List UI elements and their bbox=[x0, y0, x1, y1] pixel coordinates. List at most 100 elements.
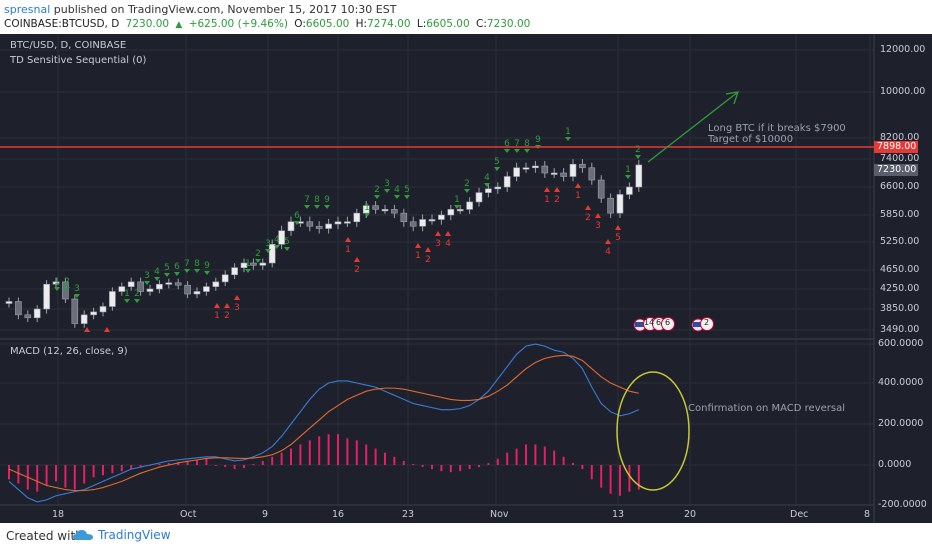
low-label: L: bbox=[416, 18, 427, 30]
td-arrow-up bbox=[214, 303, 220, 308]
td-arrow-up bbox=[445, 231, 451, 236]
candle-body bbox=[231, 267, 238, 276]
publish-line: spresnal published on TradingView.com, N… bbox=[4, 3, 396, 16]
tradingview-brand-link[interactable]: TradingView bbox=[72, 528, 171, 542]
td-arrow-down bbox=[124, 299, 130, 303]
candle-body bbox=[550, 172, 558, 175]
macd-line bbox=[8, 343, 640, 503]
close-value: 7230.00 bbox=[486, 18, 531, 30]
td-arrow-down bbox=[245, 269, 251, 273]
macd-axis-label: 600.0000 bbox=[878, 338, 924, 349]
td-count-up: 4 bbox=[274, 235, 280, 245]
td-count-up: 9 bbox=[535, 135, 541, 145]
macd-histogram bbox=[8, 434, 640, 496]
td-count-down: 3 bbox=[595, 221, 601, 231]
time-axis-label: Oct bbox=[180, 509, 197, 520]
td-count-up: 4 bbox=[154, 267, 160, 277]
td-count-up: 1 bbox=[454, 195, 460, 205]
indicator-label[interactable]: TD Sensitive Sequential (0) bbox=[10, 55, 147, 66]
td-count-up: 7 bbox=[514, 139, 520, 149]
macd-reversal-ellipse[interactable] bbox=[616, 371, 690, 491]
price-axis-label: 12000.00 bbox=[880, 44, 926, 55]
event-badges[interactable] bbox=[633, 317, 714, 332]
grid bbox=[0, 34, 874, 506]
td-arrow-up bbox=[345, 237, 351, 242]
td-arrow-down bbox=[194, 269, 200, 273]
td-count-up: 1 bbox=[245, 259, 251, 269]
td-count-up: 5 bbox=[494, 157, 500, 167]
candle-body bbox=[419, 219, 426, 227]
td-count-up: 3 bbox=[74, 284, 80, 294]
td-arrow-up bbox=[585, 205, 591, 210]
candle-body bbox=[24, 314, 32, 319]
td-count-down: 1 bbox=[415, 251, 421, 261]
td-arrow-down bbox=[464, 189, 470, 193]
td-count-up: 4 bbox=[484, 173, 490, 183]
candle-body bbox=[447, 209, 455, 216]
td-arrow-down bbox=[294, 221, 300, 225]
macd-axis-label: 200.0000 bbox=[878, 418, 924, 429]
td-arrow-down bbox=[394, 195, 400, 199]
last-price: 7230.00 bbox=[125, 18, 170, 30]
td-arrow-down bbox=[514, 149, 520, 153]
candle-body bbox=[52, 281, 60, 285]
open-label: O: bbox=[294, 18, 306, 30]
td-count-up: 2 bbox=[374, 185, 380, 195]
author-link[interactable]: spresnal bbox=[4, 3, 51, 16]
footer: Created with TradingView bbox=[0, 523, 932, 550]
td-count-up: 6 bbox=[294, 211, 300, 221]
candle-body bbox=[588, 167, 596, 181]
candle-body bbox=[372, 205, 379, 210]
symbol-label: BTC/USD, D, COINBASE bbox=[10, 40, 127, 51]
td-arrow-down bbox=[144, 281, 150, 285]
macd-label[interactable]: MACD (12, 26, close, 9) bbox=[10, 346, 128, 357]
td-arrow-up bbox=[234, 295, 240, 300]
candle-body bbox=[344, 221, 351, 224]
candle-body bbox=[532, 165, 539, 169]
chart-header: spresnal published on TradingView.com, N… bbox=[0, 0, 932, 34]
candle-body bbox=[240, 262, 248, 268]
candle-body bbox=[353, 212, 361, 223]
target-arrow[interactable] bbox=[647, 91, 739, 163]
td-count-up: 3 bbox=[265, 239, 271, 249]
signal-line bbox=[8, 354, 639, 492]
td-arrow-up bbox=[554, 187, 560, 192]
candle-body bbox=[334, 221, 342, 225]
created-with-text: Created with bbox=[6, 529, 83, 543]
td-arrow-down bbox=[324, 205, 330, 209]
td-arrow-down bbox=[374, 195, 380, 199]
candle-body bbox=[391, 209, 398, 214]
td-arrow-up bbox=[435, 231, 441, 236]
td-count-up: 8 bbox=[194, 259, 200, 269]
td-arrow-up bbox=[224, 303, 230, 308]
badge-6a: 6 bbox=[656, 318, 662, 327]
candle-body bbox=[43, 283, 50, 310]
candle-body bbox=[475, 192, 483, 203]
candle-body bbox=[203, 286, 210, 292]
td-count-down: 4 bbox=[445, 239, 451, 249]
td-count-down: 2 bbox=[354, 265, 360, 275]
price-axis-label: 7400.00 bbox=[880, 153, 920, 164]
td-count-up: 9 bbox=[204, 261, 210, 271]
candle-body bbox=[146, 288, 154, 292]
candle-body bbox=[109, 291, 116, 307]
candle-body bbox=[597, 179, 605, 199]
candle-body bbox=[325, 223, 332, 229]
macd-axis-label: 400.0000 bbox=[878, 377, 924, 388]
price-axis-label: 8200.00 bbox=[880, 132, 920, 143]
price-axis-label: 4250.00 bbox=[880, 283, 920, 294]
td-arrow-down bbox=[255, 259, 261, 263]
macd-axis-label: 0.0000 bbox=[878, 459, 912, 470]
brand-text: TradingView bbox=[98, 528, 171, 542]
td-count-down: 3 bbox=[234, 303, 240, 313]
td-count-up: 4 bbox=[394, 185, 400, 195]
td-arrow-down bbox=[504, 149, 510, 153]
td-count-up: 1 bbox=[364, 203, 370, 213]
td-arrow-up bbox=[104, 327, 110, 332]
candle-body bbox=[494, 186, 502, 190]
td-count-up: 8 bbox=[314, 195, 320, 205]
time-axis-label: 9 bbox=[262, 509, 269, 520]
td-arrow-down bbox=[274, 245, 280, 249]
